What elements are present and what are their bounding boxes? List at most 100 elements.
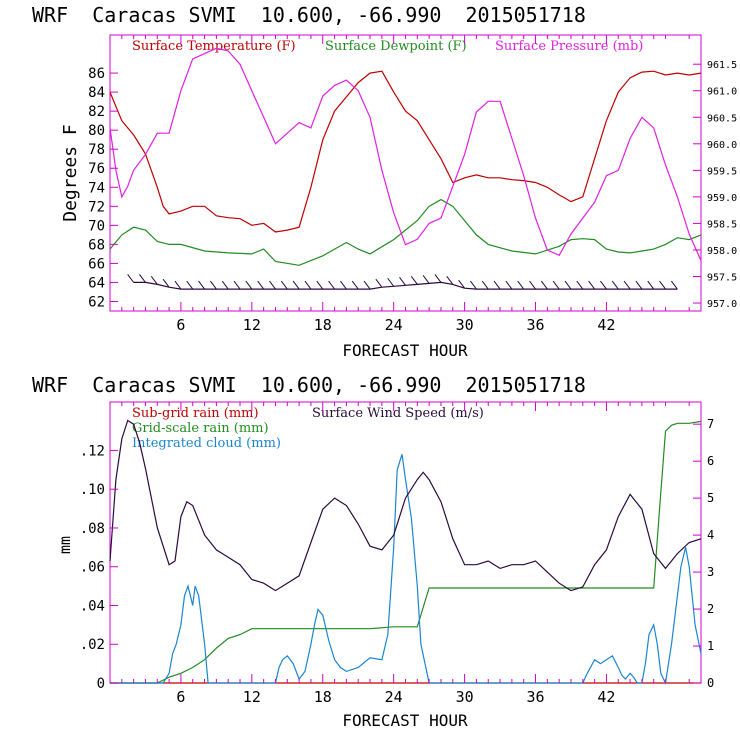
top-y2-tick-label: 957.0 xyxy=(707,299,737,310)
wind-barbs xyxy=(127,274,678,290)
top-y-ticks: 62 64 66 68 70 72 74 76 78 80 82 84 86 xyxy=(88,66,105,310)
legend-surface-wind-speed: Surface Wind Speed (m/s) xyxy=(312,406,484,421)
wind-barb xyxy=(540,280,548,290)
top-y-tick-label: 80 xyxy=(88,123,105,139)
top-y-tick-label: 78 xyxy=(88,142,105,158)
wind-barb xyxy=(174,280,182,290)
top-x-axis-label: FORECAST HOUR xyxy=(342,341,468,360)
top-y2-tick-label: 958.5 xyxy=(707,219,737,230)
wind-barb xyxy=(470,280,477,290)
top-title: WRF Caracas SVMI 10.600, -66.990 2015051… xyxy=(32,3,586,27)
bottom-y-tick-label: .02 xyxy=(80,637,105,653)
wind-barb xyxy=(623,280,631,290)
wind-barb xyxy=(517,280,525,290)
wind-barb xyxy=(458,279,466,289)
top-x-tick-label: 18 xyxy=(314,316,332,334)
bottom-x-tick-label: 24 xyxy=(385,688,403,706)
integrated-cloud-line xyxy=(110,454,702,685)
top-y-tick-label: 70 xyxy=(88,218,105,234)
wind-barb xyxy=(150,276,158,285)
wind-barb xyxy=(316,280,324,290)
top-panel: WRF Caracas SVMI 10.600, -66.990 2015051… xyxy=(32,3,737,360)
legend-integrated-cloud: Integrated cloud (mm) xyxy=(132,436,281,451)
wind-barb xyxy=(446,276,454,285)
legend-sub-grid-rain: Sub-grid rain (mm) xyxy=(132,406,259,421)
bottom-x-ticks: 6 12 18 24 30 36 42 xyxy=(176,688,615,706)
top-y2-tick-label: 959.5 xyxy=(707,166,737,177)
wind-barb xyxy=(387,277,395,287)
bottom-y2-tick-label: 3 xyxy=(707,565,714,579)
wind-barb xyxy=(139,274,146,283)
legend-surface-temperature: Surface Temperature (F) xyxy=(132,39,296,54)
bottom-x-tick-label: 30 xyxy=(456,688,474,706)
top-y2-tick-label: 958.0 xyxy=(707,246,737,257)
bottom-y-tick-label: .04 xyxy=(80,598,105,614)
wind-barb xyxy=(351,280,359,290)
wind-barb xyxy=(659,280,666,290)
top-y2-tick-label: 957.5 xyxy=(707,273,737,284)
top-y-tick-label: 66 xyxy=(88,256,105,272)
wind-barb xyxy=(552,280,560,290)
wind-barb xyxy=(186,280,194,290)
surface-temperature-line xyxy=(109,70,702,233)
wind-barb xyxy=(245,280,253,290)
wind-barb xyxy=(493,280,501,290)
top-y-axis-label: Degrees F xyxy=(60,124,81,222)
wind-barb xyxy=(162,278,170,288)
bottom-y-axis-label: mm xyxy=(56,536,74,554)
top-y-tick-label: 64 xyxy=(88,275,105,291)
bottom-y2-ticks: 0 1 2 3 4 5 6 7 xyxy=(707,417,714,690)
wind-barb xyxy=(375,278,383,288)
bottom-y2-tick-label: 1 xyxy=(707,639,714,653)
bottom-y-tick-label: 0 xyxy=(97,676,105,692)
wind-barb xyxy=(529,280,536,290)
bottom-y2-tick-label: 2 xyxy=(707,602,714,616)
top-y-tick-label: 86 xyxy=(88,66,105,82)
wind-barb xyxy=(481,280,489,290)
bottom-x-tick-label: 42 xyxy=(597,688,615,706)
bottom-y2-tick-label: 5 xyxy=(707,491,714,505)
bottom-y-tick-label: .06 xyxy=(80,560,105,576)
top-y-tick-label: 84 xyxy=(88,85,105,101)
top-x-tick-label: 42 xyxy=(597,316,615,334)
top-y-tick-label: 62 xyxy=(88,294,105,310)
wind-barb xyxy=(127,274,135,283)
surface-wind-speed-line xyxy=(109,419,702,592)
top-y2-tick-label: 960.5 xyxy=(707,113,737,124)
bottom-y-tick-label: .12 xyxy=(80,443,105,459)
bottom-y2-tick-label: 6 xyxy=(707,454,714,468)
wind-barb xyxy=(363,280,371,290)
bottom-title: WRF Caracas SVMI 10.600, -66.990 2015051… xyxy=(32,373,586,397)
top-y-tick-label: 82 xyxy=(88,104,105,120)
wind-barb xyxy=(505,280,513,290)
bottom-x-tick-label: 6 xyxy=(176,688,185,706)
wind-barb xyxy=(280,280,288,290)
bottom-x-tick-label: 36 xyxy=(526,688,544,706)
bottom-x-axis-label: FORECAST HOUR xyxy=(342,711,468,730)
wind-barb xyxy=(670,280,678,290)
wind-barb xyxy=(635,280,643,290)
wind-barb xyxy=(564,280,572,290)
top-x-tick-label: 6 xyxy=(176,316,185,334)
wind-barb xyxy=(434,274,442,283)
wind-barb xyxy=(328,280,335,290)
legend-surface-pressure: Surface Pressure (mb) xyxy=(495,39,643,54)
top-y2-tick-label: 961.0 xyxy=(707,87,737,98)
bottom-x-tick-label: 18 xyxy=(314,688,332,706)
top-y2-tick-label: 959.0 xyxy=(707,193,737,204)
wind-barb xyxy=(410,276,418,285)
wind-barb xyxy=(221,280,229,290)
bottom-y2-tick-label: 7 xyxy=(707,417,714,431)
wind-barb xyxy=(339,280,347,290)
bottom-y-tick-label: .10 xyxy=(80,482,105,498)
wind-barb xyxy=(611,280,619,290)
top-y2-tick-label: 961.5 xyxy=(707,60,737,71)
legend-surface-dewpoint: Surface Dewpoint (F) xyxy=(325,39,467,54)
top-x-tick-label: 12 xyxy=(243,316,261,334)
wind-barb xyxy=(304,280,312,290)
bottom-y2-tick-label: 0 xyxy=(707,676,714,690)
top-y2-ticks: 957.0 957.5 958.0 958.5 959.0 959.5 960.… xyxy=(707,60,737,310)
top-x-tick-label: 24 xyxy=(385,316,403,334)
